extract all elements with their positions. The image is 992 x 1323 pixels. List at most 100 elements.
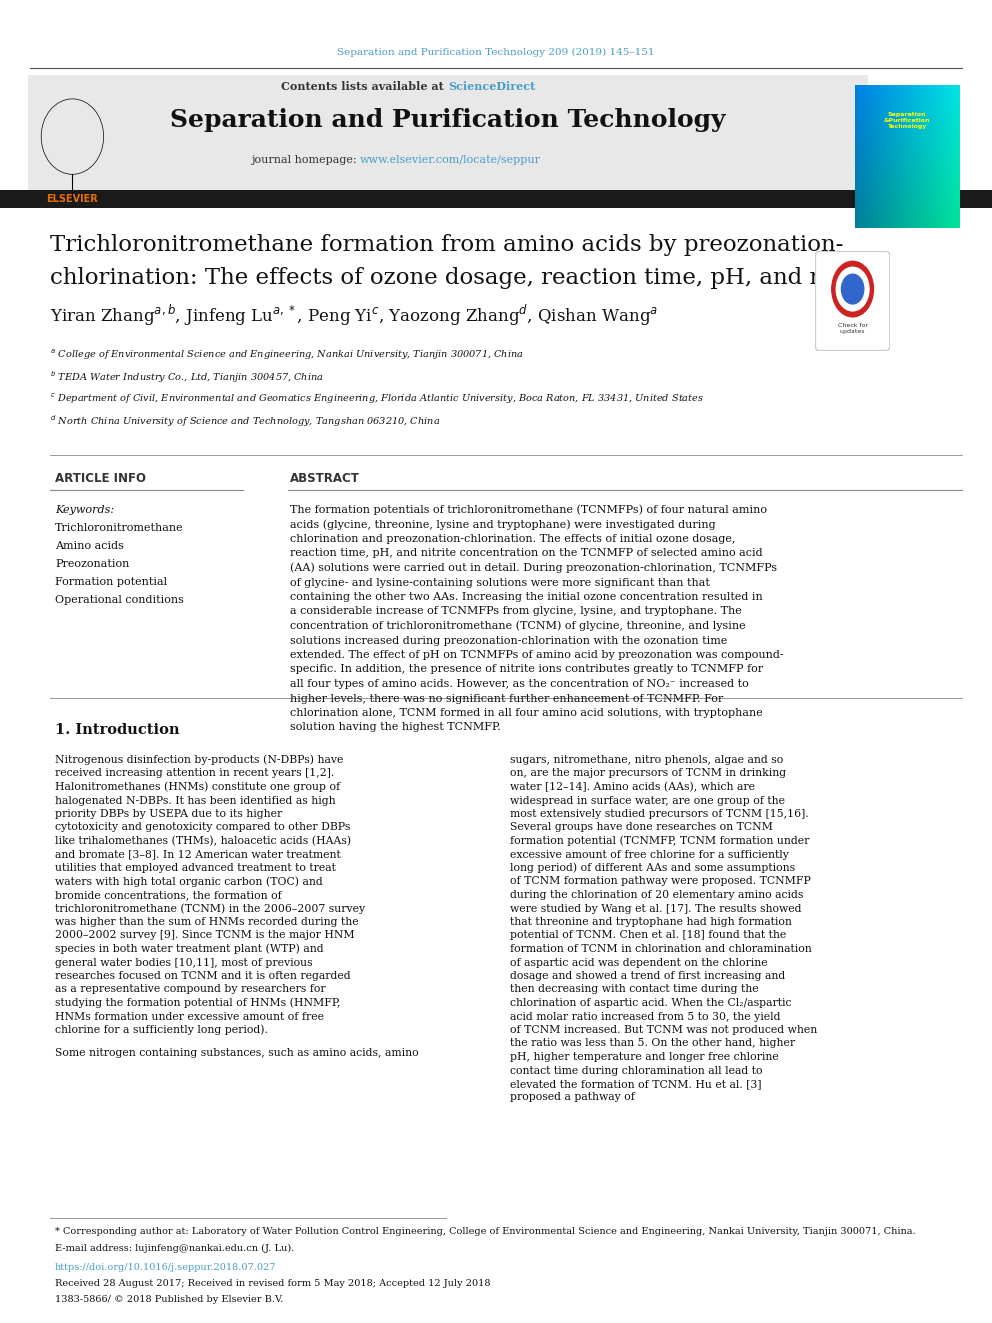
Text: * Corresponding author at: Laboratory of Water Pollution Control Engineering, Co: * Corresponding author at: Laboratory of… [55, 1228, 916, 1237]
Text: of TCNM increased. But TCNM was not produced when: of TCNM increased. But TCNM was not prod… [510, 1025, 817, 1035]
Text: long period) of different AAs and some assumptions: long period) of different AAs and some a… [510, 863, 796, 873]
Text: cytotoxicity and genotoxicity compared to other DBPs: cytotoxicity and genotoxicity compared t… [55, 823, 350, 832]
Text: chlorination: The effects of ozone dosage, reaction time, pH, and nitrite: chlorination: The effects of ozone dosag… [50, 267, 882, 288]
Text: Separation
&Purification
Technology: Separation &Purification Technology [884, 112, 930, 128]
Text: 1383-5866/ © 2018 Published by Elsevier B.V.: 1383-5866/ © 2018 Published by Elsevier … [55, 1295, 284, 1304]
Text: 1. Introduction: 1. Introduction [55, 722, 180, 737]
Text: Received 28 August 2017; Received in revised form 5 May 2018; Accepted 12 July 2: Received 28 August 2017; Received in rev… [55, 1279, 490, 1289]
Text: formation of TCNM in chlorination and chloramination: formation of TCNM in chlorination and ch… [510, 945, 811, 954]
Text: during the chlorination of 20 elementary amino acids: during the chlorination of 20 elementary… [510, 890, 804, 900]
Text: most extensively studied precursors of TCNM [15,16].: most extensively studied precursors of T… [510, 808, 808, 819]
Text: Separation and Purification Technology 209 (2019) 145–151: Separation and Purification Technology 2… [337, 48, 655, 57]
Text: a considerable increase of TCNMFPs from glycine, lysine, and tryptophane. The: a considerable increase of TCNMFPs from … [290, 606, 742, 617]
Text: concentration of trichloronitromethane (TCNM) of glycine, threonine, and lysine: concentration of trichloronitromethane (… [290, 620, 746, 631]
Text: 2000–2002 survey [9]. Since TCNM is the major HNM: 2000–2002 survey [9]. Since TCNM is the … [55, 930, 354, 941]
Text: chlorination of aspartic acid. When the Cl₂/aspartic: chlorination of aspartic acid. When the … [510, 998, 792, 1008]
Text: water [12–14]. Amino acids (AAs), which are: water [12–14]. Amino acids (AAs), which … [510, 782, 755, 792]
Text: HNMs formation under excessive amount of free: HNMs formation under excessive amount of… [55, 1012, 324, 1021]
Text: E-mail address: lujinfeng@nankai.edu.cn (J. Lu).: E-mail address: lujinfeng@nankai.edu.cn … [55, 1244, 295, 1253]
Text: acid molar ratio increased from 5 to 30, the yield: acid molar ratio increased from 5 to 30,… [510, 1012, 781, 1021]
Text: pH, higher temperature and longer free chlorine: pH, higher temperature and longer free c… [510, 1052, 779, 1062]
Text: specific. In addition, the presence of nitrite ions contributes greatly to TCNMF: specific. In addition, the presence of n… [290, 664, 763, 675]
Circle shape [841, 274, 864, 304]
Text: proposed a pathway of: proposed a pathway of [510, 1093, 635, 1102]
Text: Yiran Zhang$^{a,b}$, Jinfeng Lu$^{a,*}$, Peng Yi$^{c}$, Yaozong Zhang$^{d}$, Qis: Yiran Zhang$^{a,b}$, Jinfeng Lu$^{a,*}$,… [50, 303, 659, 328]
Text: Keywords:: Keywords: [55, 505, 114, 515]
Text: then decreasing with contact time during the: then decreasing with contact time during… [510, 984, 759, 995]
Text: were studied by Wang et al. [17]. The results showed: were studied by Wang et al. [17]. The re… [510, 904, 802, 913]
Text: Contents lists available at: Contents lists available at [282, 82, 448, 93]
Text: https://doi.org/10.1016/j.seppur.2018.07.027: https://doi.org/10.1016/j.seppur.2018.07… [55, 1262, 277, 1271]
Text: sugars, nitromethane, nitro phenols, algae and so: sugars, nitromethane, nitro phenols, alg… [510, 755, 784, 765]
Text: priority DBPs by USEPA due to its higher: priority DBPs by USEPA due to its higher [55, 808, 283, 819]
Text: contact time during chloramination all lead to: contact time during chloramination all l… [510, 1065, 763, 1076]
Text: Trichloronitromethane: Trichloronitromethane [55, 523, 184, 533]
Text: solution having the highest TCNMFP.: solution having the highest TCNMFP. [290, 722, 501, 733]
Text: higher levels, there was no significant further enhancement of TCNMFP. For: higher levels, there was no significant … [290, 693, 723, 704]
Text: that threonine and tryptophane had high formation: that threonine and tryptophane had high … [510, 917, 792, 927]
Text: Formation potential: Formation potential [55, 577, 167, 587]
Text: the ratio was less than 5. On the other hand, higher: the ratio was less than 5. On the other … [510, 1039, 796, 1049]
Text: ABSTRACT: ABSTRACT [290, 471, 360, 484]
Circle shape [831, 262, 873, 318]
Text: general water bodies [10,11], most of previous: general water bodies [10,11], most of pr… [55, 958, 312, 967]
Text: Some nitrogen containing substances, such as amino acids, amino: Some nitrogen containing substances, suc… [55, 1049, 419, 1058]
Text: www.elsevier.com/locate/seppur: www.elsevier.com/locate/seppur [360, 155, 541, 165]
Text: dosage and showed a trend of first increasing and: dosage and showed a trend of first incre… [510, 971, 786, 980]
Text: elevated the formation of TCNM. Hu et al. [3]: elevated the formation of TCNM. Hu et al… [510, 1080, 762, 1089]
Text: and bromate [3–8]. In 12 American water treatment: and bromate [3–8]. In 12 American water … [55, 849, 340, 860]
Text: utilities that employed advanced treatment to treat: utilities that employed advanced treatme… [55, 863, 336, 873]
FancyBboxPatch shape [28, 75, 868, 194]
Text: on, are the major precursors of TCNM in drinking: on, are the major precursors of TCNM in … [510, 769, 786, 778]
Text: studying the formation potential of HNMs (HNMFP,: studying the formation potential of HNMs… [55, 998, 340, 1008]
Text: ScienceDirect: ScienceDirect [448, 82, 536, 93]
Text: ARTICLE INFO: ARTICLE INFO [55, 471, 146, 484]
Text: excessive amount of free chlorine for a sufficiently: excessive amount of free chlorine for a … [510, 849, 789, 860]
Text: acids (glycine, threonine, lysine and tryptophane) were investigated during: acids (glycine, threonine, lysine and tr… [290, 519, 715, 529]
Text: Trichloronitromethane formation from amino acids by preozonation-: Trichloronitromethane formation from ami… [50, 234, 843, 255]
Text: Separation and Purification Technology: Separation and Purification Technology [171, 108, 726, 132]
Text: Check for
updates: Check for updates [837, 323, 868, 335]
Text: The formation potentials of trichloronitromethane (TCNMFPs) of four natural amin: The formation potentials of trichloronit… [290, 504, 767, 515]
Circle shape [836, 267, 869, 311]
Text: $^d$ North China University of Science and Technology, Tangshan 063210, China: $^d$ North China University of Science a… [50, 413, 440, 429]
Text: Nitrogenous disinfection by-products (N-DBPs) have: Nitrogenous disinfection by-products (N-… [55, 754, 343, 765]
Text: trichloronitromethane (TCNM) in the 2006–2007 survey: trichloronitromethane (TCNM) in the 2006… [55, 904, 365, 914]
Text: all four types of amino acids. However, as the concentration of NO₂⁻ increased t: all four types of amino acids. However, … [290, 679, 749, 689]
Text: $^b$ TEDA Water Industry Co., Ltd, Tianjin 300457, China: $^b$ TEDA Water Industry Co., Ltd, Tianj… [50, 369, 323, 385]
Text: chlorination and preozonation-chlorination. The effects of initial ozone dosage,: chlorination and preozonation-chlorinati… [290, 534, 735, 544]
Text: widespread in surface water, are one group of the: widespread in surface water, are one gro… [510, 795, 785, 806]
FancyBboxPatch shape [815, 251, 890, 351]
Text: Operational conditions: Operational conditions [55, 595, 184, 605]
Text: received increasing attention in recent years [1,2].: received increasing attention in recent … [55, 769, 334, 778]
Text: halogenated N-DBPs. It has been identified as high: halogenated N-DBPs. It has been identifi… [55, 795, 335, 806]
Text: of glycine- and lysine-containing solutions were more significant than that: of glycine- and lysine-containing soluti… [290, 578, 710, 587]
Text: Halonitromethanes (HNMs) constitute one group of: Halonitromethanes (HNMs) constitute one … [55, 782, 340, 792]
Text: chlorination alone, TCNM formed in all four amino acid solutions, with tryptopha: chlorination alone, TCNM formed in all f… [290, 708, 763, 718]
Text: of TCNM formation pathway were proposed. TCNMFP: of TCNM formation pathway were proposed.… [510, 877, 810, 886]
Text: containing the other two AAs. Increasing the initial ozone concentration resulte: containing the other two AAs. Increasing… [290, 591, 763, 602]
Text: chlorine for a sufficiently long period).: chlorine for a sufficiently long period)… [55, 1025, 268, 1036]
Bar [0, 191, 992, 208]
Text: Preozonation: Preozonation [55, 560, 129, 569]
Text: bromide concentrations, the formation of: bromide concentrations, the formation of [55, 890, 282, 900]
Text: $^c$ Department of Civil, Environmental and Geomatics Engineering, Florida Atlan: $^c$ Department of Civil, Environmental … [50, 392, 704, 406]
Text: formation potential (TCNMFP, TCNM formation under: formation potential (TCNMFP, TCNM format… [510, 836, 809, 847]
Text: species in both water treatment plant (WTP) and: species in both water treatment plant (W… [55, 943, 323, 954]
Text: Amino acids: Amino acids [55, 541, 124, 550]
Text: (AA) solutions were carried out in detail. During preozonation-chlorination, TCN: (AA) solutions were carried out in detai… [290, 562, 777, 573]
Text: $^a$ College of Environmental Science and Engineering, Nankai University, Tianji: $^a$ College of Environmental Science an… [50, 348, 524, 363]
Text: of aspartic acid was dependent on the chlorine: of aspartic acid was dependent on the ch… [510, 958, 768, 967]
Text: Several groups have done researches on TCNM: Several groups have done researches on T… [510, 823, 773, 832]
Text: journal homepage:: journal homepage: [251, 155, 360, 165]
Text: solutions increased during preozonation-chlorination with the ozonation time: solutions increased during preozonation-… [290, 635, 727, 646]
Text: as a representative compound by researchers for: as a representative compound by research… [55, 984, 325, 995]
Text: extended. The effect of pH on TCNMFPs of amino acid by preozonation was compound: extended. The effect of pH on TCNMFPs of… [290, 650, 784, 660]
Text: researches focused on TCNM and it is often regarded: researches focused on TCNM and it is oft… [55, 971, 350, 980]
Text: like trihalomethanes (THMs), haloacetic acids (HAAs): like trihalomethanes (THMs), haloacetic … [55, 836, 351, 847]
Text: was higher than the sum of HNMs recorded during the: was higher than the sum of HNMs recorded… [55, 917, 359, 927]
Text: reaction time, pH, and nitrite concentration on the TCNMFP of selected amino aci: reaction time, pH, and nitrite concentra… [290, 549, 763, 558]
Text: potential of TCNM. Chen et al. [18] found that the: potential of TCNM. Chen et al. [18] foun… [510, 930, 787, 941]
Text: ELSEVIER: ELSEVIER [47, 194, 98, 205]
Text: waters with high total organic carbon (TOC) and: waters with high total organic carbon (T… [55, 876, 322, 886]
